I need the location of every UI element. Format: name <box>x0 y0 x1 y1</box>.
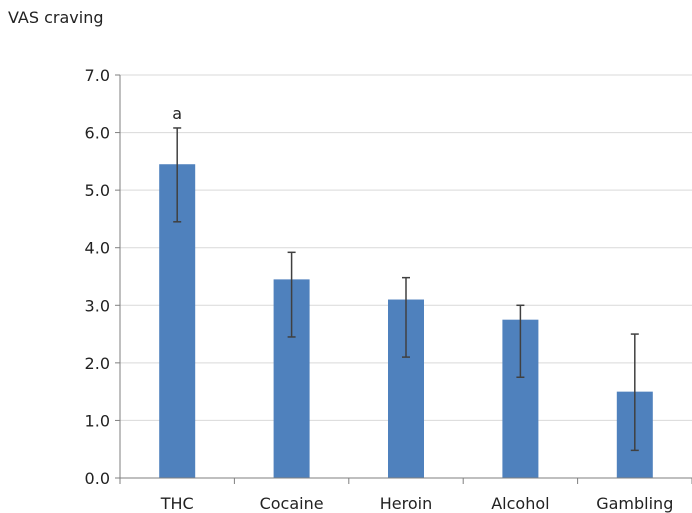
y-tick-label: 1.0 <box>85 411 110 430</box>
x-tick-label: Alcohol <box>491 494 549 513</box>
y-tick-label: 0.0 <box>85 469 110 488</box>
x-tick-label: Gambling <box>596 494 673 513</box>
y-tick-label: 7.0 <box>85 66 110 85</box>
y-axis-label: VAS craving <box>8 8 104 27</box>
x-tick-label: THC <box>160 494 194 513</box>
error-bars <box>173 127 639 452</box>
x-tick-label: Heroin <box>380 494 432 513</box>
y-tick-label: 2.0 <box>85 354 110 373</box>
y-tick-label: 3.0 <box>85 296 110 315</box>
y-tick-label: 5.0 <box>85 181 110 200</box>
annotations: a <box>172 104 182 123</box>
bars <box>159 164 653 478</box>
y-axis-ticks: 0.0 1.0 2.0 3.0 4.0 5.0 6.0 7.0 <box>85 66 120 488</box>
annotation-label: a <box>172 104 182 123</box>
y-tick-label: 4.0 <box>85 239 110 258</box>
x-tick-label: Cocaine <box>260 494 324 513</box>
x-axis: THC Cocaine Heroin Alcohol Gambling <box>119 75 692 513</box>
y-tick-label: 6.0 <box>85 124 110 143</box>
